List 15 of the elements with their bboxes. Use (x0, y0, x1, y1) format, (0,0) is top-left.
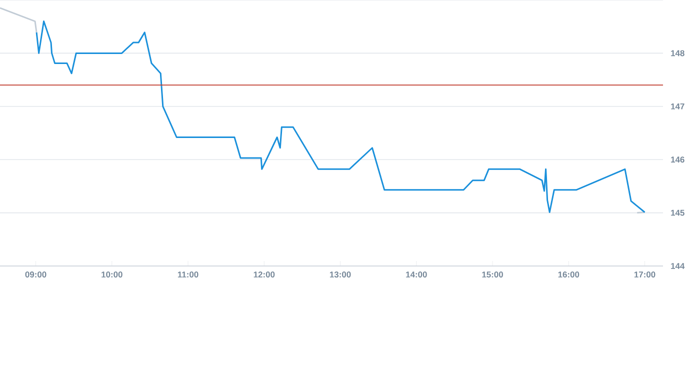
y-tick-label: 144 (671, 263, 685, 269)
x-tick-label: 12:00 (254, 272, 275, 278)
y-tick-label: 148 (671, 50, 684, 56)
x-tick-label: 09:00 (25, 272, 46, 278)
x-tick-label: 14:00 (406, 272, 427, 278)
x-tick-label: 13:00 (330, 272, 351, 278)
y-tick-label: 147 (671, 103, 684, 110)
y-tick-label: 146 (671, 156, 684, 163)
line-series (36, 20, 646, 214)
x-tick-label: 10:00 (102, 272, 122, 278)
y-tick-label: 145 (671, 210, 684, 216)
x-tick-label: 17:00 (634, 272, 656, 278)
x-tick-label: 15:00 (482, 272, 503, 278)
x-tick-label: 16:00 (558, 272, 580, 278)
x-tick-label: 11:00 (178, 272, 198, 278)
